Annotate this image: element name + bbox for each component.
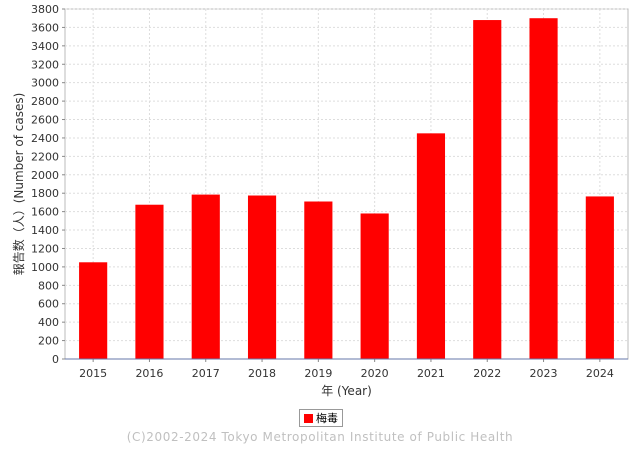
x-tick-label: 2018 bbox=[248, 367, 276, 380]
y-tick-label: 2600 bbox=[31, 114, 59, 127]
x-tick-label: 2021 bbox=[417, 367, 445, 380]
y-tick-label: 3000 bbox=[31, 77, 59, 90]
legend-swatch bbox=[304, 413, 313, 423]
y-tick-label: 600 bbox=[38, 298, 59, 311]
x-tick-label: 2017 bbox=[192, 367, 220, 380]
y-tick-label: 3600 bbox=[31, 21, 59, 34]
x-axis-title: 年 (Year) bbox=[321, 384, 372, 398]
y-tick-label: 400 bbox=[38, 316, 59, 329]
y-tick-label: 0 bbox=[52, 353, 59, 366]
y-tick-label: 3400 bbox=[31, 40, 59, 53]
x-tick-label: 2023 bbox=[530, 367, 558, 380]
y-tick-label: 1000 bbox=[31, 261, 59, 274]
y-tick-label: 200 bbox=[38, 335, 59, 348]
bars bbox=[79, 18, 614, 360]
bar-2023 bbox=[529, 18, 558, 360]
bar-2019 bbox=[304, 201, 333, 359]
bar-2015 bbox=[79, 262, 108, 359]
y-tick-label: 800 bbox=[38, 279, 59, 292]
x-tick-label: 2020 bbox=[361, 367, 389, 380]
y-tick-label: 1600 bbox=[31, 206, 59, 219]
x-tick-label: 2024 bbox=[586, 367, 614, 380]
legend: 梅毒 bbox=[299, 409, 343, 427]
y-tick-label: 1200 bbox=[31, 242, 59, 255]
y-axis-ticks: 0 200 400 600 800 1000 1200 1400 1600 1800 2000 220… bbox=[31, 3, 65, 366]
bar-2021 bbox=[416, 133, 446, 359]
bar-2022 bbox=[473, 20, 502, 359]
y-tick-label: 2800 bbox=[31, 95, 59, 108]
x-tick-label: 2016 bbox=[135, 367, 163, 380]
bar-2017 bbox=[191, 194, 220, 359]
copyright-notice: (C)2002-2024 Tokyo Metropolitan Institut… bbox=[126, 430, 514, 444]
x-tick-label: 2015 bbox=[79, 367, 107, 380]
bar-2018 bbox=[247, 195, 277, 359]
x-tick-label: 2022 bbox=[473, 367, 501, 380]
y-tick-label: 1400 bbox=[31, 224, 59, 237]
x-axis-ticks: 2015 2016 2017 2018 2019 2020 2021 2022 2023 2024 bbox=[79, 359, 614, 380]
y-tick-label: 3800 bbox=[31, 3, 59, 16]
y-tick-label: 1800 bbox=[31, 187, 59, 200]
y-axis-title: 報告数（人）(Number of cases) bbox=[11, 93, 26, 276]
y-tick-label: 3200 bbox=[31, 58, 59, 71]
bar-2020 bbox=[360, 213, 389, 359]
y-tick-label: 2200 bbox=[31, 150, 59, 163]
y-tick-label: 2000 bbox=[31, 169, 59, 182]
bar-2016 bbox=[135, 204, 164, 359]
bar-2024 bbox=[585, 196, 614, 359]
y-tick-label: 2400 bbox=[31, 132, 59, 145]
legend-label: 梅毒 bbox=[316, 412, 338, 425]
x-tick-label: 2019 bbox=[304, 367, 332, 380]
